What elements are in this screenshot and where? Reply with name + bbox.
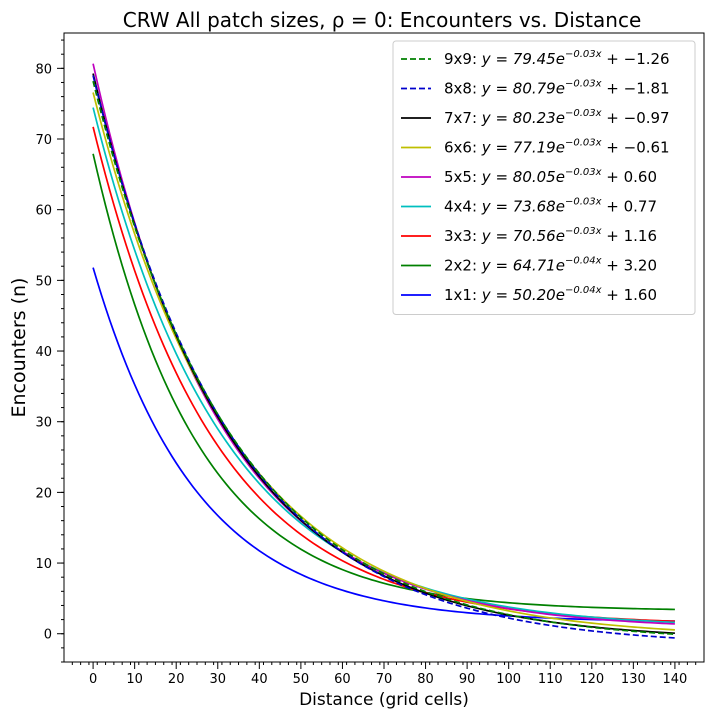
series-line-8x8 xyxy=(92,75,675,639)
x-tick-label: 30 xyxy=(209,672,226,687)
legend-label-7x7: 7x7: y = 80.23e−0.03x + −0.97 xyxy=(444,108,670,127)
y-tick-label: 80 xyxy=(35,62,52,77)
x-tick-label: 140 xyxy=(662,672,687,687)
legend-label-6x6: 6x6: y = 77.19e−0.03x + −0.61 xyxy=(444,138,670,157)
y-tick-label: 30 xyxy=(35,416,52,431)
legend-label-1x1: 1x1: y = 50.20e−0.04x + 1.60 xyxy=(444,285,657,304)
x-tick-label: 130 xyxy=(621,672,646,687)
x-tick-label: 40 xyxy=(251,672,268,687)
x-axis-label: Distance (grid cells) xyxy=(299,690,469,710)
x-axis: 0 10 20 30 40 50 60 70 80 90 100 110 120 130 140 xyxy=(71,662,697,687)
y-tick-label: 50 xyxy=(35,274,52,289)
x-tick-label: 80 xyxy=(417,672,434,687)
x-tick-label: 110 xyxy=(538,672,563,687)
y-axis: 0 10 20 30 40 50 60 70 80 xyxy=(35,39,64,663)
x-tick-label: 100 xyxy=(496,672,521,687)
legend: 9x9: y = 79.45e−0.03x + −1.26 8x8: y = 80… xyxy=(392,40,696,315)
legend-label-4x4: 4x4: y = 73.68e−0.03x + 0.77 xyxy=(444,197,657,216)
y-tick-label: 10 xyxy=(35,557,52,572)
legend-label-2x2: 2x2: y = 64.71e−0.04x + 3.20 xyxy=(444,256,657,275)
legend-label-3x3: 3x3: y = 70.56e−0.03x + 1.16 xyxy=(444,226,657,245)
chart-title: CRW All patch sizes, ρ = 0: Encounters v… xyxy=(123,8,642,32)
y-tick-label: 60 xyxy=(35,204,52,219)
series-lines xyxy=(92,63,675,639)
x-tick-label: 120 xyxy=(579,672,604,687)
x-tick-label: 0 xyxy=(89,672,97,687)
legend-label-9x9: 9x9: y = 79.45e−0.03x + −1.26 xyxy=(444,49,670,68)
y-tick-label: 70 xyxy=(35,133,52,148)
series-line-9x9 xyxy=(92,80,675,636)
y-axis-label: Encounters (n) xyxy=(8,278,30,418)
legend-label-8x8: 8x8: y = 80.79e−0.03x + −1.81 xyxy=(444,79,670,98)
y-tick-label: 20 xyxy=(35,486,52,501)
y-tick-label: 40 xyxy=(35,345,52,360)
x-tick-label: 60 xyxy=(334,672,351,687)
x-tick-label: 10 xyxy=(126,672,143,687)
y-tick-label: 0 xyxy=(44,628,52,643)
x-tick-label: 70 xyxy=(376,672,393,687)
legend-frame xyxy=(392,40,696,315)
x-tick-label: 20 xyxy=(168,672,185,687)
series-line-1x1 xyxy=(92,267,675,622)
x-tick-label: 50 xyxy=(293,672,310,687)
legend-label-5x5: 5x5: y = 80.05e−0.03x + 0.60 xyxy=(444,167,657,186)
series-line-2x2 xyxy=(92,153,675,611)
x-tick-label: 90 xyxy=(459,672,476,687)
